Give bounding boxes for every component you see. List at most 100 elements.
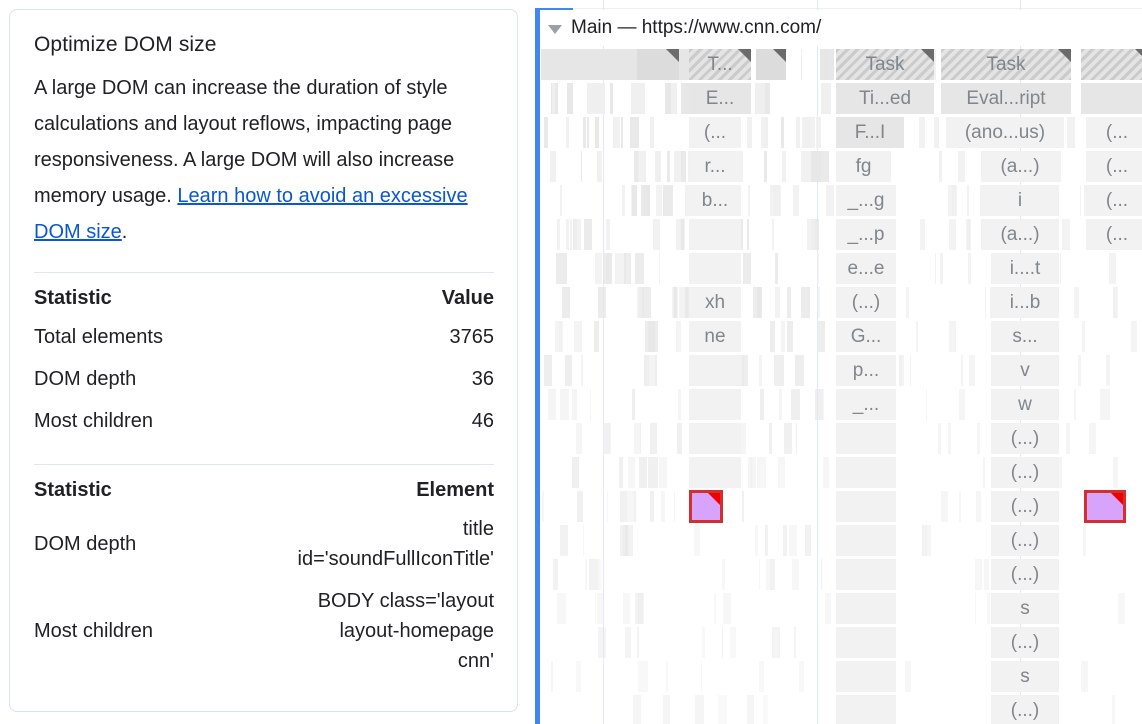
flame-event[interactable] [655,185,662,216]
flame-event[interactable] [561,287,571,318]
flame-event[interactable] [556,253,565,284]
flame-event[interactable] [606,491,608,522]
flame-event[interactable] [941,491,949,522]
flame-event[interactable] [662,695,670,724]
flame-event[interactable] [637,49,679,80]
flame-event[interactable]: Task [836,49,934,80]
flame-event[interactable] [759,389,764,420]
flame-event[interactable]: (... [1086,151,1142,182]
flame-event[interactable] [806,219,815,250]
flame-event[interactable] [915,321,919,352]
flame-row[interactable]: (...) [541,524,1142,558]
flame-event[interactable] [631,185,637,216]
flame-event[interactable] [622,593,630,624]
flame-event[interactable] [1072,117,1075,148]
flame-event[interactable]: Task [941,49,1071,80]
flame-event[interactable] [948,219,956,250]
flame-event[interactable] [818,321,825,352]
flame-event[interactable] [800,287,810,318]
flame-event[interactable] [933,117,939,148]
flame-event[interactable] [775,253,779,284]
flame-event[interactable] [1067,117,1075,148]
flame-event[interactable] [576,423,582,454]
flame-event[interactable]: (...) [991,457,1059,488]
flame-event[interactable] [729,627,737,658]
flame-event[interactable] [594,593,596,624]
flame-event[interactable] [1108,253,1112,284]
flame-event-flagged[interactable] [1084,490,1126,523]
flame-event[interactable] [552,559,558,590]
flame-event[interactable] [570,219,572,250]
flame-event[interactable] [987,593,991,624]
flame-event[interactable]: w [991,389,1059,420]
flame-event[interactable] [587,83,593,114]
flame-event[interactable] [638,151,646,182]
flame-event[interactable] [644,185,651,216]
flame-event[interactable] [764,117,768,148]
flame-event-flagged[interactable] [689,490,723,523]
flame-event[interactable]: G... [836,321,896,352]
track-header[interactable]: Main — https://www.cnn.com/ [540,10,1142,46]
flame-event[interactable] [1081,49,1142,80]
flame-row[interactable]: xh (...) i...b [541,286,1142,320]
flame-event[interactable] [634,253,645,284]
flame-event[interactable] [650,491,655,522]
flame-event[interactable] [667,151,670,182]
flame-event[interactable] [967,253,971,284]
flame-event[interactable] [925,389,928,420]
flame-event[interactable] [909,355,912,386]
flame-event[interactable] [649,423,657,454]
flame-event[interactable] [755,525,758,556]
flame-row[interactable]: (... F...I (ano...us) (... [541,116,1142,150]
flame-event[interactable]: (a...) [981,151,1059,182]
flame-event[interactable] [985,287,987,318]
flame-event[interactable] [559,185,563,216]
flame-event[interactable]: b... [689,185,741,216]
flame-event[interactable] [974,559,982,590]
flame-event[interactable] [700,661,703,692]
flame-event[interactable] [678,389,682,420]
flame-event[interactable] [795,423,797,454]
flame-event[interactable] [819,49,828,80]
flame-event[interactable] [755,83,766,114]
flame-event[interactable] [679,287,688,318]
flame-event[interactable] [580,151,583,182]
flame-event[interactable] [935,253,937,284]
flame-event[interactable]: (...) [836,287,896,318]
flame-event[interactable] [789,525,798,556]
flame-event[interactable] [769,321,776,352]
flame-event[interactable] [1080,185,1081,216]
flame-event[interactable] [836,627,896,658]
flame-event[interactable] [1084,661,1088,692]
flame-row[interactable]: _... w [541,388,1142,422]
flame-event[interactable] [764,151,767,182]
flame-event[interactable] [817,253,819,284]
flame-event[interactable] [919,219,925,250]
flame-event[interactable] [778,457,785,488]
flame-event[interactable] [949,321,956,352]
flame-event[interactable] [714,593,716,624]
flame-event[interactable] [741,491,745,522]
flame-event[interactable] [795,355,801,386]
flame-event[interactable] [693,525,700,556]
flame-row[interactable]: E... Ti...ed Eval...ript [541,82,1142,116]
flame-event[interactable] [1110,253,1116,284]
flame-event[interactable] [584,219,592,250]
flame-event[interactable] [756,457,766,488]
flame-event[interactable] [820,559,823,590]
flame-event[interactable] [680,219,684,250]
flame-row[interactable]: r... fg (a...) (... [541,150,1142,184]
flame-event[interactable]: s... [991,321,1059,352]
flame-event[interactable] [585,559,588,590]
flame-event[interactable] [783,525,787,556]
flame-event[interactable] [1105,355,1110,386]
flame-event[interactable] [551,389,556,420]
flame-event[interactable] [544,355,552,386]
flame-event[interactable] [1078,355,1082,386]
flame-event[interactable] [650,117,655,148]
flame-event[interactable] [684,287,694,318]
flame-event[interactable] [665,83,672,114]
flame-event[interactable] [657,151,662,182]
flame-event[interactable] [1111,695,1116,724]
flame-event[interactable] [948,185,956,216]
